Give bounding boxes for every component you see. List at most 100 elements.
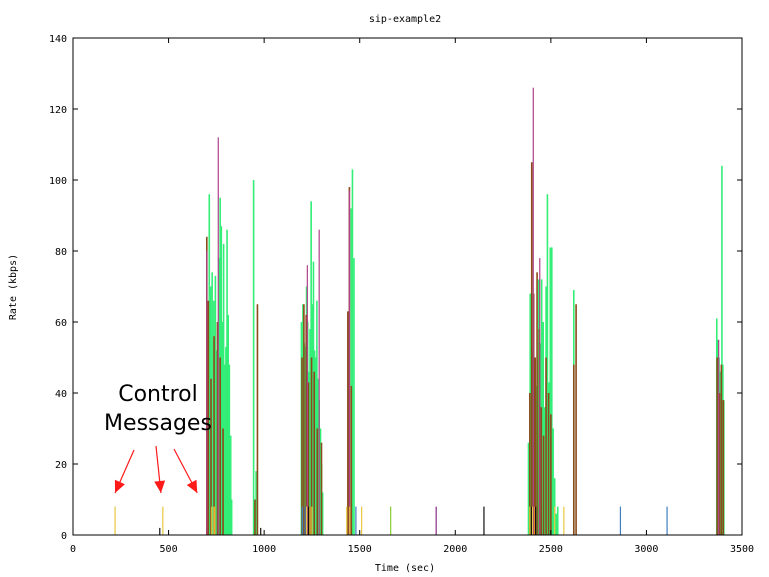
bar xyxy=(347,311,349,535)
bar xyxy=(531,506,534,535)
bars-layer xyxy=(114,87,725,536)
bar xyxy=(529,393,531,535)
bar xyxy=(318,229,320,535)
x-tick-label: 2500 xyxy=(539,544,563,555)
x-tick-label: 2000 xyxy=(443,544,467,555)
bar xyxy=(718,339,720,535)
y-tick-label: 60 xyxy=(55,318,67,329)
bar xyxy=(346,506,348,535)
bar xyxy=(547,393,550,535)
bar xyxy=(252,180,255,535)
x-tick-label: 1000 xyxy=(252,544,276,555)
bar xyxy=(162,506,164,535)
bar xyxy=(211,272,213,535)
bar xyxy=(314,357,317,535)
chart-title: sip-example2 xyxy=(369,14,441,25)
x-tick-label: 0 xyxy=(70,544,76,555)
bar xyxy=(350,385,353,535)
bar xyxy=(226,229,228,535)
bar xyxy=(721,165,723,536)
bar xyxy=(350,208,352,535)
bar xyxy=(316,300,318,535)
y-tick-label: 40 xyxy=(55,389,67,400)
bar xyxy=(310,357,313,535)
annotation-line-2: Messages xyxy=(104,411,212,436)
bar xyxy=(309,506,311,535)
bar xyxy=(213,336,215,535)
bar xyxy=(572,364,575,535)
y-tick-label: 80 xyxy=(55,247,67,258)
bar xyxy=(542,435,545,535)
bar xyxy=(536,272,538,535)
bar xyxy=(301,506,303,535)
y-axis-label: Rate (kbps) xyxy=(8,254,19,320)
bar xyxy=(530,506,532,535)
bar xyxy=(306,265,308,535)
bar xyxy=(483,506,485,535)
bar xyxy=(304,506,306,535)
bar xyxy=(543,407,546,535)
bar xyxy=(348,190,350,535)
annotation-arrow-head xyxy=(186,479,198,493)
bar xyxy=(545,357,547,535)
bar xyxy=(542,322,545,535)
bar xyxy=(554,506,556,535)
bar xyxy=(534,357,536,535)
bar xyxy=(355,506,357,535)
plot-frame xyxy=(72,37,743,536)
bar xyxy=(529,506,531,535)
bar xyxy=(546,194,549,535)
bar xyxy=(319,428,322,535)
bar xyxy=(351,169,354,535)
bar xyxy=(307,382,310,535)
annotation-arrow-head xyxy=(154,480,166,493)
bar xyxy=(305,314,307,535)
bar xyxy=(575,304,577,535)
bar xyxy=(216,322,219,535)
bar xyxy=(301,357,303,535)
bar xyxy=(555,513,558,535)
bar xyxy=(316,428,319,535)
bar xyxy=(534,506,536,535)
bar xyxy=(716,357,718,535)
bar xyxy=(213,506,215,535)
bar xyxy=(666,506,668,535)
bar xyxy=(527,442,530,535)
x-tick-label: 3000 xyxy=(634,544,658,555)
bar xyxy=(220,226,223,535)
bar xyxy=(718,393,721,535)
axes-layer: 0 20 40 60 80 100 120 140 0 500 1000 1500 2000 2500 30… xyxy=(49,34,754,555)
bar xyxy=(534,506,537,535)
bar xyxy=(114,506,116,535)
bar xyxy=(540,407,543,535)
bar xyxy=(551,247,553,535)
bar xyxy=(530,162,533,535)
bar xyxy=(720,364,723,535)
bar xyxy=(206,251,208,535)
bar xyxy=(619,506,622,535)
bar xyxy=(563,506,565,535)
bar xyxy=(302,304,304,535)
bar xyxy=(556,506,559,535)
bar xyxy=(311,506,313,535)
bar xyxy=(214,506,216,535)
bar xyxy=(353,258,355,535)
annotation-arrow-head xyxy=(114,479,125,493)
bar xyxy=(435,506,437,535)
x-axis-label: Time (sec) xyxy=(375,563,435,574)
bar xyxy=(227,314,230,535)
bar xyxy=(303,304,305,535)
bar xyxy=(305,506,308,535)
bar xyxy=(390,506,392,535)
bar xyxy=(222,243,225,535)
bar xyxy=(214,275,217,535)
bar xyxy=(260,527,262,535)
bar xyxy=(349,506,351,535)
bar xyxy=(207,300,210,535)
bar xyxy=(255,471,257,535)
bar xyxy=(307,506,310,535)
bar xyxy=(219,357,221,535)
bar xyxy=(550,414,552,535)
bar xyxy=(532,87,534,535)
